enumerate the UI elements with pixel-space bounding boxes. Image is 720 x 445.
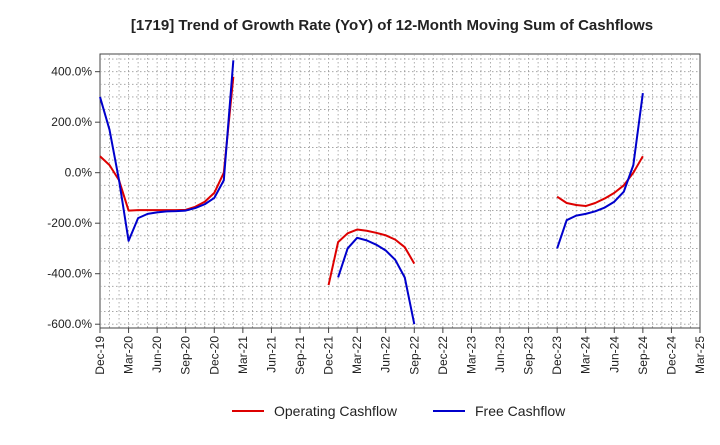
- x-tick-label: Sep-24: [636, 336, 650, 375]
- legend-label: Free Cashflow: [475, 403, 566, 419]
- x-tick-label: Dec-20: [207, 336, 221, 375]
- y-tick-label: -600.0%: [47, 317, 92, 331]
- x-tick-label: Mar-22: [350, 336, 364, 374]
- series-line-segment: [556, 93, 644, 249]
- x-tick-label: Jun-20: [150, 336, 164, 373]
- y-tick-label: 0.0%: [65, 166, 93, 180]
- x-tick-label: Dec-21: [322, 336, 336, 375]
- legend: Operating Cashflow Free Cashflow: [232, 403, 566, 419]
- y-tick-label: 400.0%: [51, 65, 92, 79]
- series-line-segment: [99, 60, 235, 242]
- y-tick-label: -400.0%: [47, 267, 92, 281]
- x-tick-label: Dec-19: [93, 336, 107, 375]
- x-tick-label: Jun-21: [264, 336, 278, 373]
- series-lines: [99, 60, 644, 325]
- chart-title: [1719] Trend of Growth Rate (YoY) of 12-…: [131, 17, 653, 34]
- x-tick-label: Jun-22: [379, 336, 393, 373]
- x-tick-label: Mar-25: [693, 336, 707, 374]
- x-axis: Dec-19 Mar-20 Jun-20 Sep-20 Dec-20 Mar-21 Jun-…: [93, 328, 707, 375]
- series-line-segment: [327, 228, 416, 286]
- x-tick-label: Sep-21: [293, 336, 307, 375]
- x-tick-label: Jun-24: [607, 336, 621, 373]
- series-line-segment: [99, 76, 235, 212]
- x-tick-label: Sep-22: [407, 336, 421, 375]
- legend-label: Operating Cashflow: [274, 403, 398, 419]
- x-tick-label: Dec-23: [550, 336, 564, 375]
- series-free-cashflow: [99, 60, 644, 325]
- y-tick-label: 200.0%: [51, 115, 92, 129]
- x-tick-label: Mar-20: [122, 336, 136, 374]
- x-tick-label: Dec-22: [436, 336, 450, 375]
- x-tick-label: Sep-20: [179, 336, 193, 375]
- x-tick-label: Mar-21: [236, 336, 250, 374]
- plot-area: [99, 53, 701, 329]
- x-tick-label: Jun-23: [493, 336, 507, 373]
- x-tick-label: Mar-23: [464, 336, 478, 374]
- grid-lines: [100, 54, 700, 328]
- x-tick-label: Dec-24: [664, 336, 678, 375]
- series-line-segment: [337, 236, 416, 325]
- y-axis: 400.0% 200.0% 0.0% -200.0% -400.0% -600.0%: [47, 65, 100, 331]
- y-tick-label: -200.0%: [47, 216, 92, 230]
- x-tick-label: Mar-24: [579, 336, 593, 374]
- x-tick-label: Sep-23: [522, 336, 536, 375]
